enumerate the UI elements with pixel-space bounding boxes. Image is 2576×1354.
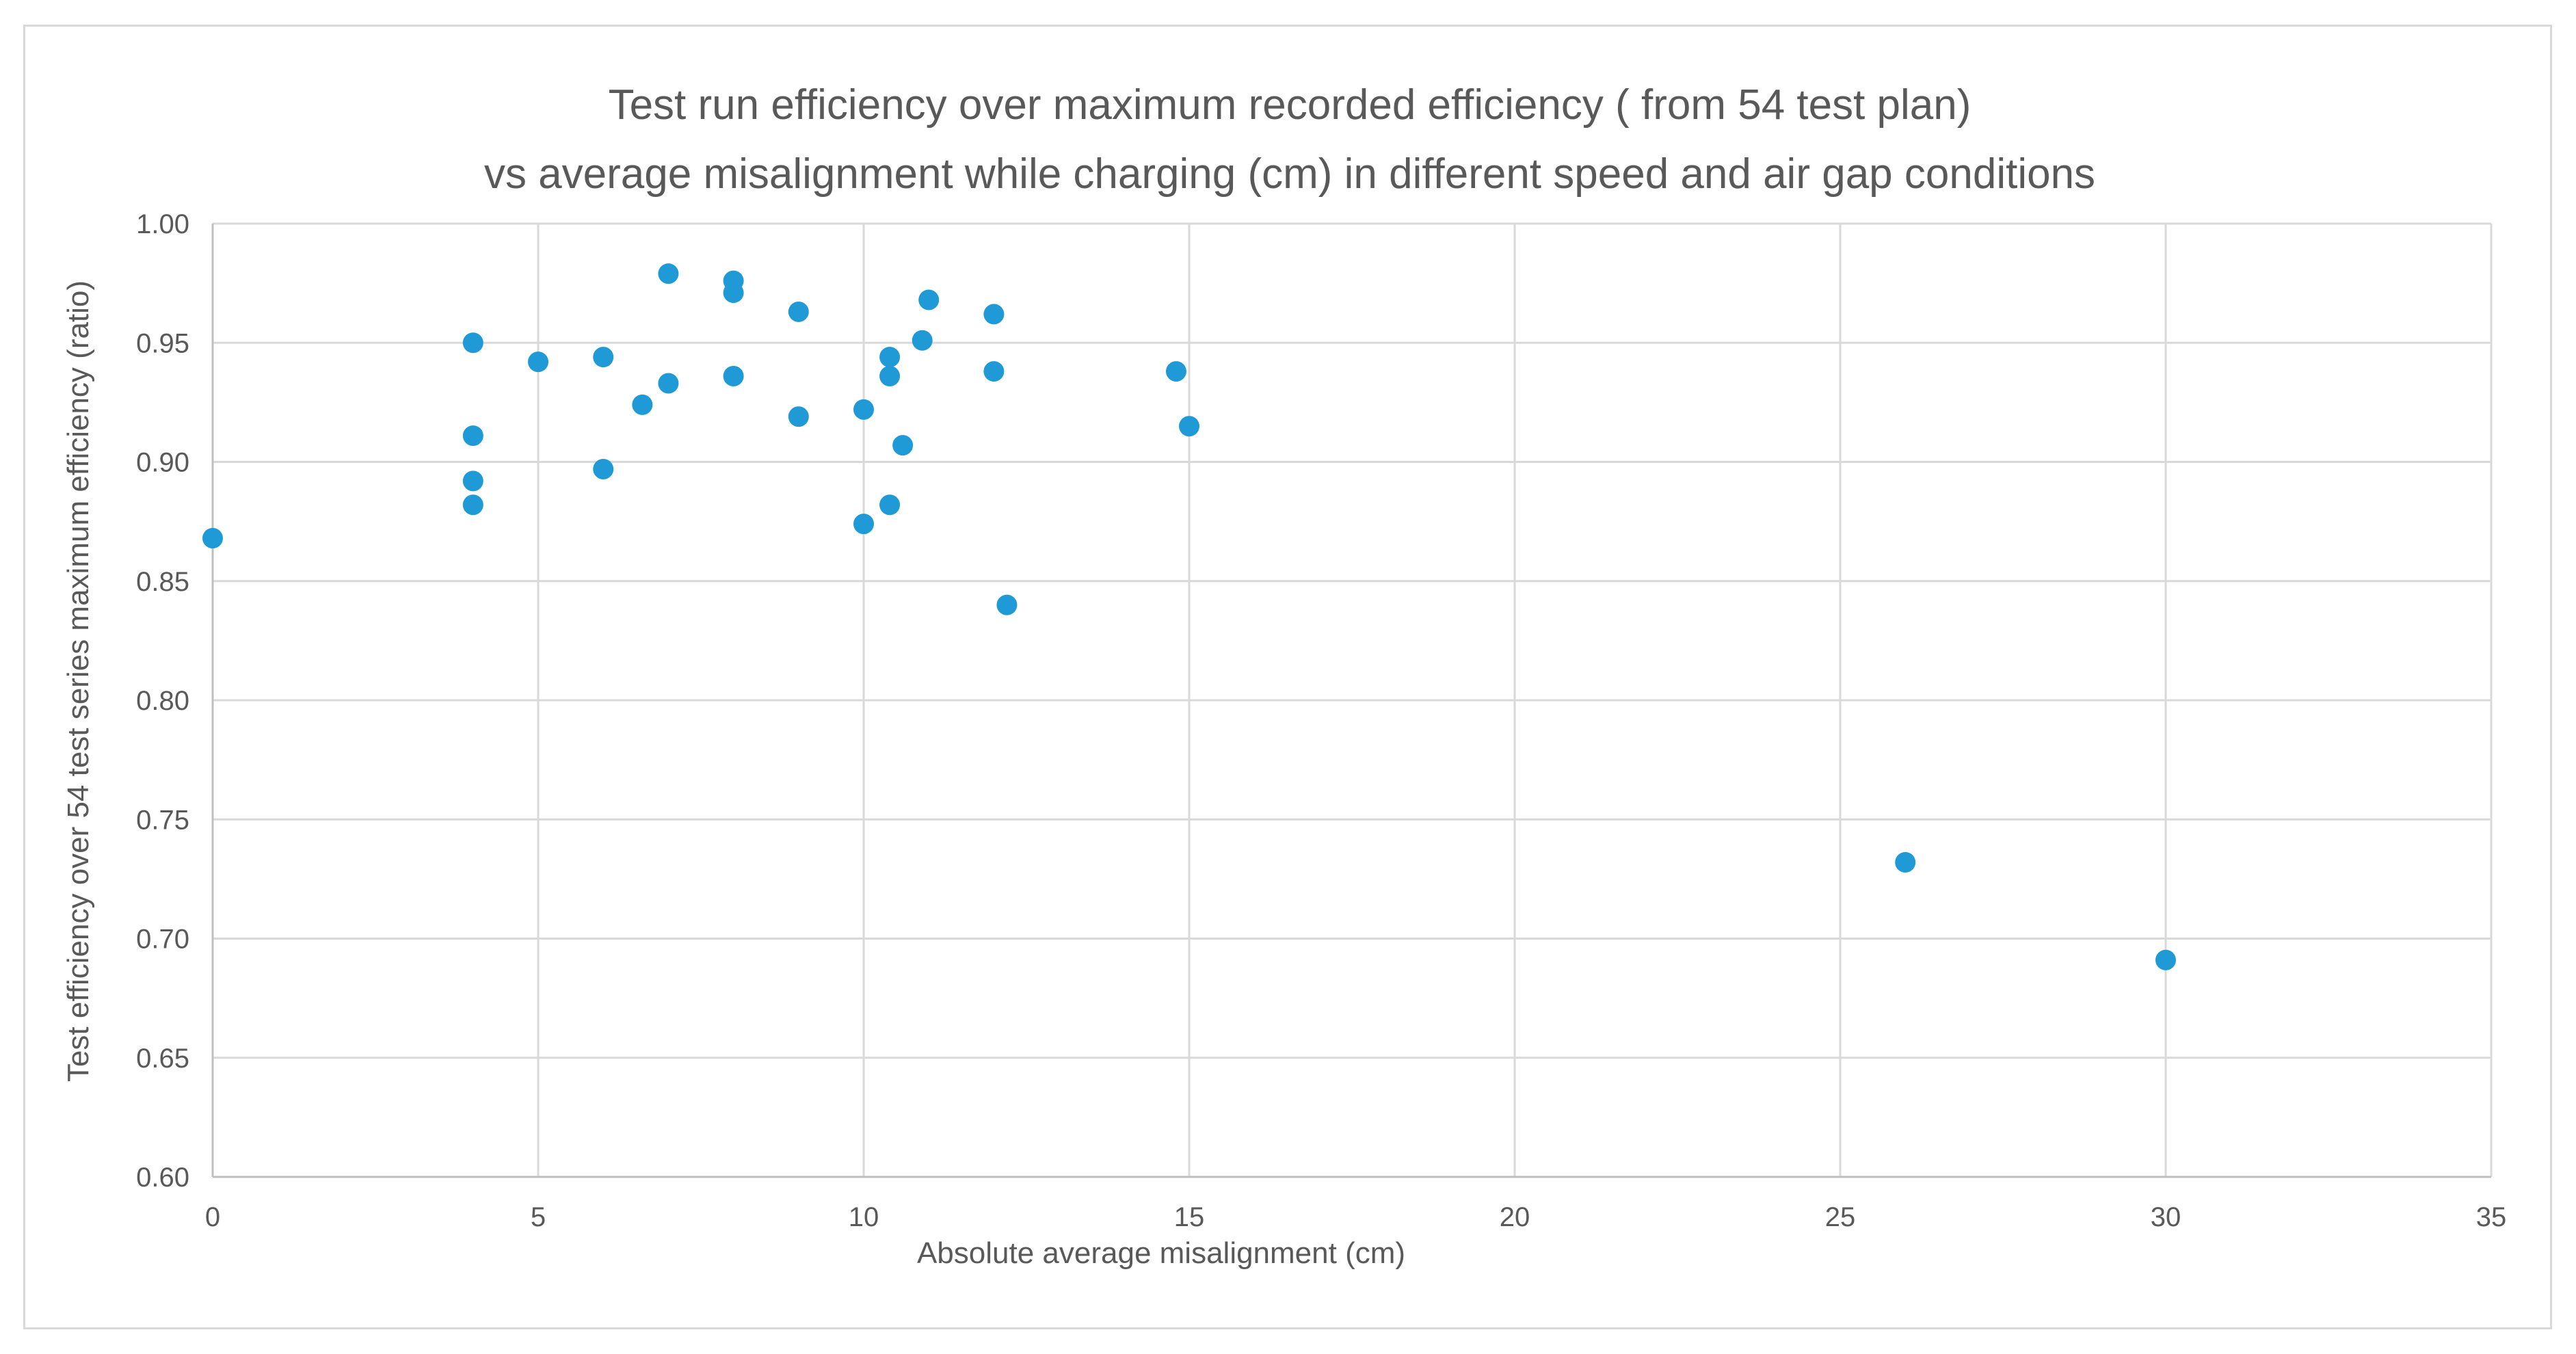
y-tick-label: 0.90	[136, 448, 189, 478]
data-point	[853, 514, 874, 535]
data-point	[462, 494, 483, 516]
data-point	[528, 351, 548, 373]
x-tick-label: 10	[849, 1202, 879, 1232]
data-point	[853, 399, 874, 420]
data-point	[879, 366, 901, 387]
data-point	[996, 594, 1018, 615]
data-point	[788, 406, 809, 427]
y-tick-label: 0.95	[136, 328, 189, 358]
data-point	[788, 301, 809, 322]
data-point	[462, 470, 483, 492]
x-tick-label: 35	[2476, 1202, 2507, 1232]
chart-area: Test run efficiency over maximum recorde…	[23, 25, 2552, 1329]
data-point	[983, 304, 1005, 325]
y-axis-tick-labels: 0.60 0.65 0.70 0.75 0.80 0.85 0.90 0.95 1.00	[136, 209, 189, 1193]
scatter-chart: Test run efficiency over maximum recorde…	[62, 81, 2506, 1270]
y-tick-label: 0.75	[136, 805, 189, 835]
x-tick-label: 20	[1500, 1202, 1530, 1232]
y-tick-label: 0.70	[136, 925, 189, 955]
x-axis-tick-labels: 0 5 10 15 20 25 30 35	[205, 1202, 2506, 1232]
data-point	[462, 425, 483, 447]
data-point	[723, 282, 744, 304]
data-point	[723, 366, 744, 387]
data-point	[202, 528, 223, 549]
data-point	[879, 347, 901, 368]
chart-title-line-1: Test run efficiency over maximum recorde…	[609, 81, 1971, 129]
y-tick-label: 0.65	[136, 1044, 189, 1074]
data-point	[1179, 416, 1199, 437]
data-points	[202, 263, 2176, 970]
data-point	[892, 435, 914, 456]
x-tick-label: 25	[1825, 1202, 1856, 1232]
x-tick-label: 15	[1174, 1202, 1205, 1232]
data-point	[1895, 851, 1916, 873]
data-point	[632, 394, 653, 415]
x-axis-label: Absolute average misalignment (cm)	[917, 1236, 1405, 1270]
data-point	[918, 289, 940, 310]
data-point	[912, 330, 933, 351]
x-tick-label: 5	[531, 1202, 546, 1232]
data-point	[879, 494, 901, 516]
chart-title-line-2: vs average misalignment while charging (…	[484, 150, 2095, 198]
data-point	[462, 332, 483, 354]
y-tick-label: 0.85	[136, 567, 189, 597]
data-point	[2155, 949, 2176, 970]
x-tick-label: 30	[2151, 1202, 2181, 1232]
y-tick-label: 0.80	[136, 686, 189, 716]
x-tick-label: 0	[205, 1202, 220, 1232]
data-point	[658, 263, 679, 284]
data-point	[593, 458, 614, 479]
axes	[211, 224, 2491, 1178]
data-point	[1165, 361, 1186, 382]
data-point	[658, 373, 679, 394]
gridlines	[213, 222, 2493, 1177]
y-tick-label: 0.60	[136, 1163, 189, 1193]
y-axis-label: Test efficiency over 54 test series maxi…	[62, 280, 95, 1082]
data-point	[593, 347, 614, 368]
y-tick-label: 1.00	[136, 209, 189, 239]
data-point	[983, 361, 1005, 382]
